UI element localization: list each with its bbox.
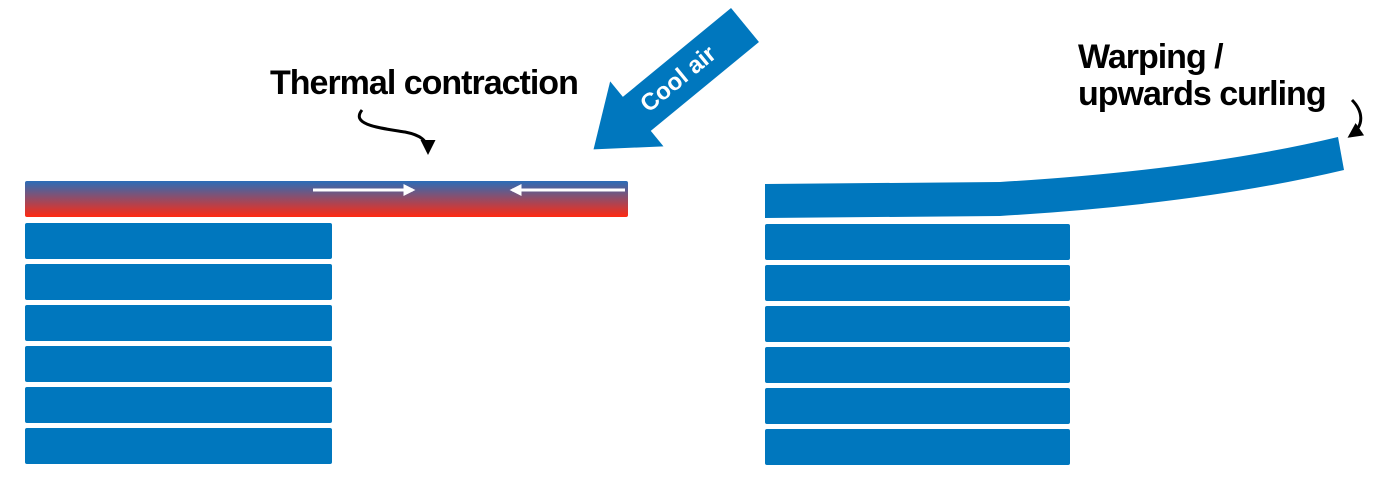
right-stack [765,224,1070,465]
cool-air-arrow [593,7,759,150]
pointer [1347,98,1365,138]
warping-label: Warping / [1078,38,1224,76]
thermal-label: Thermal contraction [270,64,578,102]
left-stack [25,223,332,464]
hot-layer [25,181,628,217]
warping-label: upwards curling [1078,75,1326,113]
warped-layer [765,137,1344,218]
pointer [357,109,436,155]
